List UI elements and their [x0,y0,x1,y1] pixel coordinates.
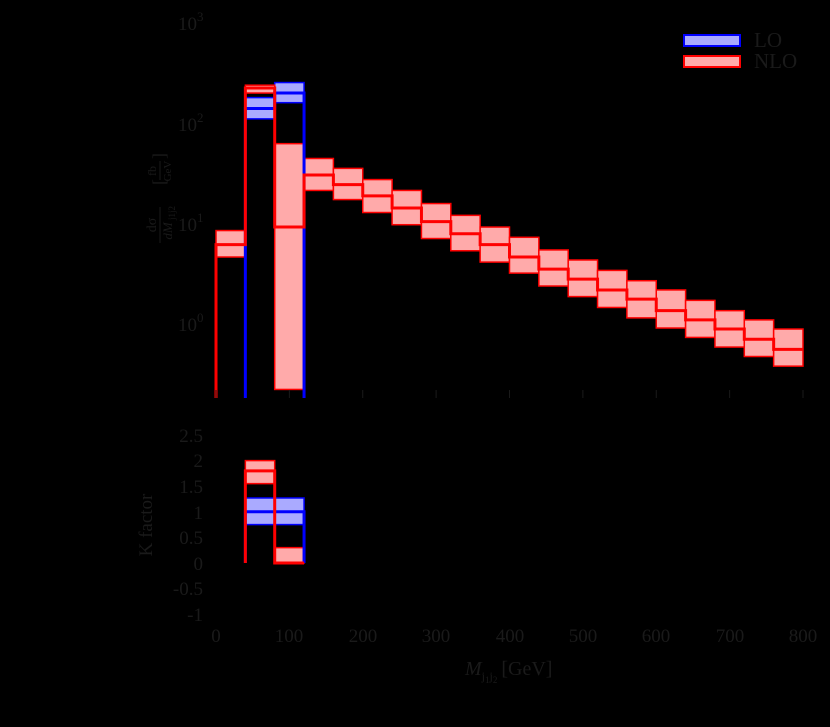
upper-panel [214,81,804,398]
k-tick-2.5: 2.5 [179,426,203,447]
y-tick-1e2: 102 [178,110,204,136]
k-tick-0: 0 [194,554,204,575]
x-tick-300: 300 [422,626,451,647]
k-tick-neg1: -1 [187,605,203,626]
k-tick-1.5: 1.5 [179,477,203,498]
k-tick-1: 1 [194,503,204,524]
x-ticks: 0 100 200 300 400 500 600 700 800 [211,626,817,647]
x-tick-400: 400 [496,626,525,647]
x-tick-600: 600 [642,626,671,647]
upper-y-axis-title: dσ dM j1j2 [ fb GeV ] [145,153,177,243]
x-tick-200: 200 [349,626,378,647]
nlo-band-2 [273,142,305,391]
lower-y-ticks: 2.5 2 1.5 1 0.5 0 -0.5 -1 [173,426,203,626]
y-tick-1e1: 101 [178,210,204,236]
legend-lo-label: LO [754,28,782,52]
legend-nlo-swatch [683,55,741,68]
nlo-band-15 [655,289,687,329]
lower-panel [243,459,306,565]
nlo-band-1 [273,546,305,564]
y-title-denominator-sub: j1j2 [167,206,177,221]
k-tick-0.5: 0.5 [179,528,203,549]
legend: LO NLO [683,28,797,73]
y-title-bracket-close: ] [149,153,169,159]
upper-y-ticks: 103 102 101 100 [178,9,204,336]
legend-lo-swatch [683,34,741,47]
y-title-numerator: dσ [145,217,160,232]
y-tick-1e3: 103 [178,9,204,35]
legend-nlo-label: NLO [754,49,797,73]
nlo-central-line [243,469,305,565]
y-title-unit-den: GeV [162,161,174,182]
x-tick-500: 500 [569,626,598,647]
y-title-denominator: dM [160,221,175,240]
y-title-unit-num: fb [145,166,159,176]
x-tick-100: 100 [275,626,304,647]
k-tick-2: 2 [194,451,204,472]
x-tick-800: 800 [789,626,818,647]
y-tick-1e0: 100 [178,310,204,336]
axis-ticks [215,390,804,398]
nlo-central-line [214,86,803,398]
x-axis-title: Mj1j2 [GeV] [464,658,552,685]
nlo-band-19 [772,328,804,367]
x-tick-700: 700 [716,626,745,647]
nlo-band-10 [508,236,540,274]
y-title-bracket-open: [ [149,179,169,185]
x-tick-0: 0 [211,626,221,647]
k-tick-neg0.5: -0.5 [173,579,203,600]
lower-y-axis-title: K factor [136,493,157,556]
